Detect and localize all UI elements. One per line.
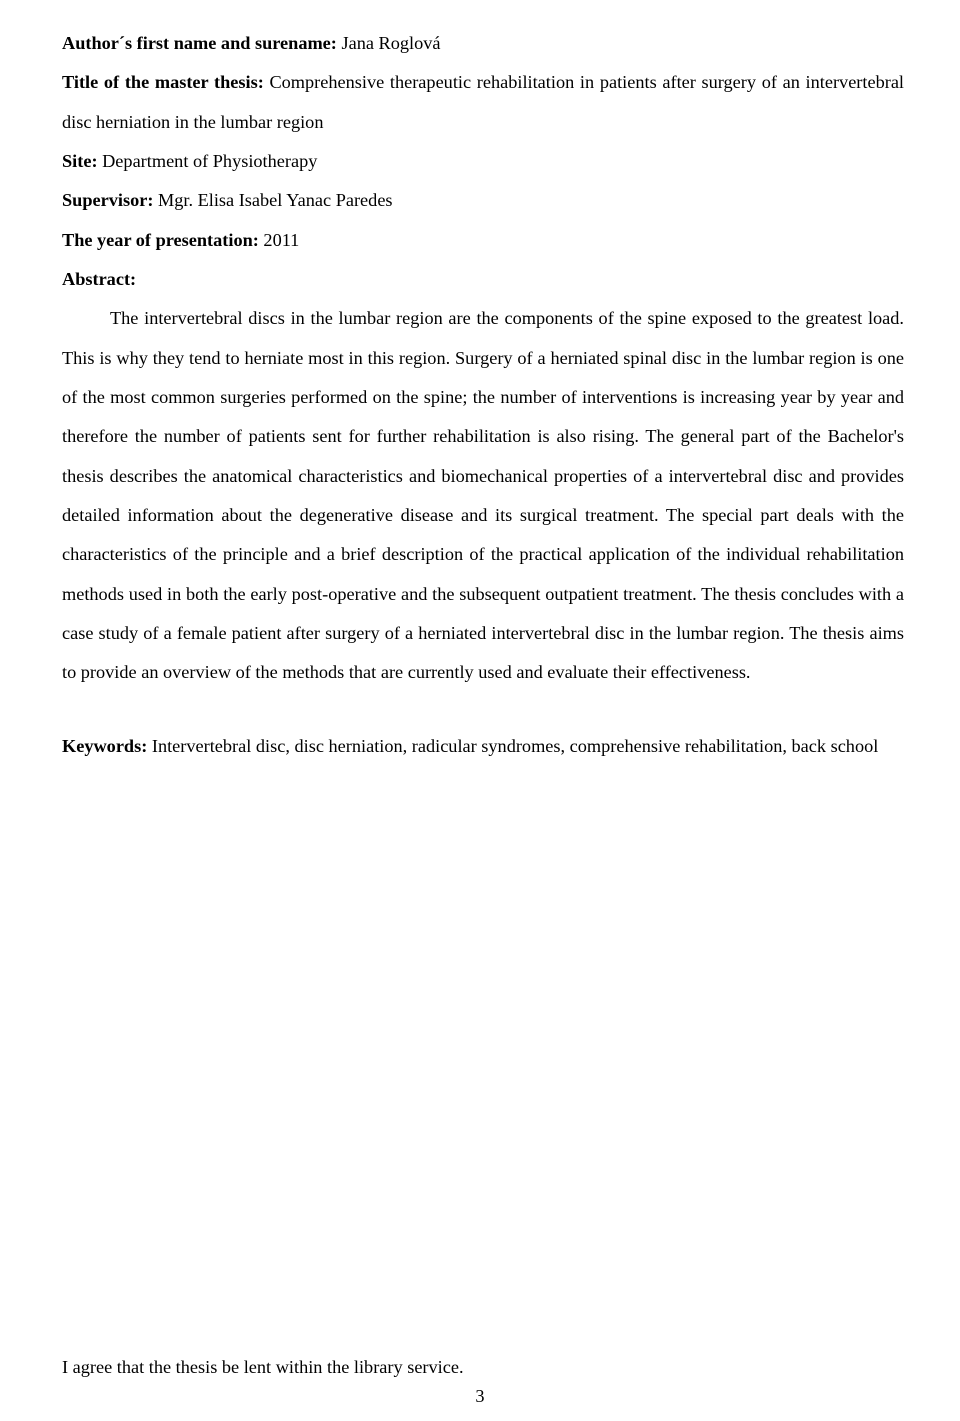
title-line: Title of the master thesis: Comprehensiv… [62, 63, 904, 142]
supervisor-value: Mgr. Elisa Isabel Yanac Paredes [158, 190, 393, 210]
supervisor-line: Supervisor: Mgr. Elisa Isabel Yanac Pare… [62, 181, 904, 220]
footer-agree: I agree that the thesis be lent within t… [62, 1355, 904, 1381]
page-number: 3 [0, 1386, 960, 1407]
year-label: The year of presentation: [62, 230, 263, 250]
abstract-body: The intervertebral discs in the lumbar r… [62, 299, 904, 692]
supervisor-label: Supervisor: [62, 190, 158, 210]
author-value: Jana Roglová [341, 33, 440, 53]
year-line: The year of presentation: 2011 [62, 221, 904, 260]
keywords-value: Intervertebral disc, disc herniation, ra… [152, 736, 878, 756]
keywords-label: Keywords: [62, 736, 152, 756]
keywords-block: Keywords: Intervertebral disc, disc hern… [62, 727, 904, 766]
site-value: Department of Physiotherapy [102, 151, 317, 171]
year-value: 2011 [263, 230, 299, 250]
title-label: Title of the master thesis: [62, 72, 269, 92]
abstract-label-line: Abstract: [62, 260, 904, 299]
author-line: Author´s first name and surename: Jana R… [62, 24, 904, 63]
document-body: Author´s first name and surename: Jana R… [62, 24, 904, 766]
site-line: Site: Department of Physiotherapy [62, 142, 904, 181]
author-label: Author´s first name and surename: [62, 33, 341, 53]
abstract-label: Abstract: [62, 269, 136, 289]
site-label: Site: [62, 151, 102, 171]
